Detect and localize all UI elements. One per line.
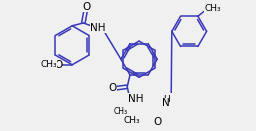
Text: O: O — [109, 83, 117, 93]
Text: N: N — [162, 99, 169, 108]
Text: O: O — [153, 117, 161, 127]
Text: CH₃: CH₃ — [204, 4, 221, 13]
Text: CH₃: CH₃ — [114, 107, 128, 116]
Text: NH: NH — [128, 94, 143, 104]
Text: O: O — [82, 2, 90, 12]
Text: CH₃: CH₃ — [40, 60, 57, 69]
Text: O: O — [54, 60, 62, 70]
Text: H: H — [164, 95, 170, 104]
Text: CH₃: CH₃ — [123, 116, 140, 125]
Text: NH: NH — [90, 23, 106, 33]
